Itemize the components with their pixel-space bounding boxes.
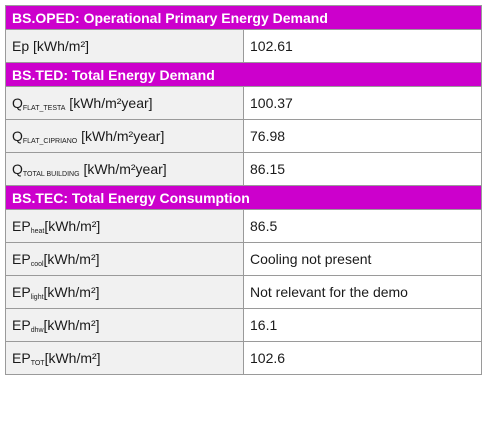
indicator-value: 86.5 [243,209,482,243]
indicator-label: QFLAT_TESTA [kWh/m²year] [5,86,244,120]
indicator-symbol: EP [12,218,31,234]
indicator-value: 16.1 [243,308,482,342]
table-row: Ep [kWh/m²] 102.61 [5,29,482,63]
section-header-row: BS.TED: Total Energy Demand [5,62,482,87]
table-row: EPdhw[kWh/m²] 16.1 [5,308,482,342]
section-title-ted: BS.TED: Total Energy Demand [5,62,482,87]
indicator-label: EPlight[kWh/m²] [5,275,244,309]
indicator-unit: [kWh/m²] [44,218,101,234]
table-row: EPTOT[kWh/m²] 102.6 [5,341,482,375]
indicator-symbol: EP [12,251,31,267]
indicator-symbol: Q [12,161,23,177]
indicator-symbol: Q [12,95,23,111]
indicator-value: Not relevant for the demo [243,275,482,309]
indicator-label: EPcool[kWh/m²] [5,242,244,276]
indicator-label: QTOTAL BUILDING [kWh/m²year] [5,152,244,186]
indicator-symbol: Q [12,128,23,144]
table-row: QTOTAL BUILDING [kWh/m²year] 86.15 [5,152,482,186]
section-title-tec: BS.TEC: Total Energy Consumption [5,185,482,210]
indicator-symbol: Ep [12,38,30,54]
indicator-symbol: EP [12,350,31,366]
indicator-unit: [kWh/m²year] [79,161,167,177]
section-header-row: BS.TEC: Total Energy Consumption [5,185,482,210]
indicator-unit: [kWh/m²year] [77,128,165,144]
indicator-subscript: TOTAL BUILDING [22,171,80,178]
table-row: EPcool[kWh/m²] Cooling not present [5,242,482,276]
indicator-value: Cooling not present [243,242,482,276]
indicator-value: 76.98 [243,119,482,153]
indicator-label: Ep [kWh/m²] [5,29,244,63]
energy-indicators-table: BS.OPED: Operational Primary Energy Dema… [5,5,482,375]
section-header-row: BS.OPED: Operational Primary Energy Dema… [5,5,482,30]
indicator-value: 100.37 [243,86,482,120]
indicator-subscript: FLAT_TESTA [22,105,66,112]
indicator-label: QFLAT_CIPRIANO [kWh/m²year] [5,119,244,153]
indicator-unit: [kWh/m²] [43,284,100,300]
indicator-label: EPdhw[kWh/m²] [5,308,244,342]
indicator-unit: [kWh/m²] [43,317,100,333]
indicator-unit: [kWh/m²year] [65,95,153,111]
indicator-symbol: EP [12,284,31,300]
indicator-unit: [kWh/m²] [43,251,100,267]
indicator-symbol: EP [12,317,31,333]
indicator-unit: [kWh/m²] [44,350,101,366]
table-row: EPheat[kWh/m²] 86.5 [5,209,482,243]
indicator-subscript: dhw [30,327,44,334]
section-title-oped: BS.OPED: Operational Primary Energy Dema… [5,5,482,30]
indicator-subscript: heat [30,228,45,235]
indicator-subscript: cool [30,261,44,268]
indicator-label: EPTOT[kWh/m²] [5,341,244,375]
indicator-value: 86.15 [243,152,482,186]
indicator-value: 102.6 [243,341,482,375]
table-row: QFLAT_TESTA [kWh/m²year] 100.37 [5,86,482,120]
indicator-subscript: light [30,294,44,301]
indicator-unit: [kWh/m²] [29,38,90,54]
indicator-subscript: FLAT_CIPRIANO [22,138,78,145]
indicator-value: 102.61 [243,29,482,63]
indicator-subscript: TOT [30,360,45,367]
table-row: QFLAT_CIPRIANO [kWh/m²year] 76.98 [5,119,482,153]
indicator-label: EPheat[kWh/m²] [5,209,244,243]
table-row: EPlight[kWh/m²] Not relevant for the dem… [5,275,482,309]
